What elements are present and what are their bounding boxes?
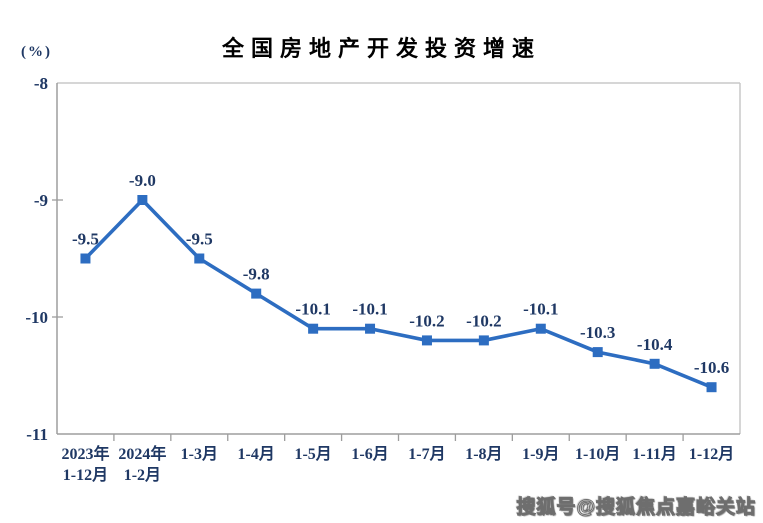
series-line [84, 197, 713, 389]
y-tick-label: -10 [25, 308, 48, 327]
x-tick-label: 1-4月 [238, 445, 275, 463]
data-label: -10.4 [637, 335, 673, 354]
data-label: -10.1 [295, 300, 330, 319]
data-point [649, 358, 660, 369]
data-label: -9.5 [186, 230, 213, 249]
x-tick-label: 1-10月 [575, 445, 620, 463]
data-point [421, 335, 432, 346]
data-label: -10.3 [580, 323, 615, 342]
data-point [137, 195, 148, 205]
x-tick-label: 2023年 [61, 444, 109, 463]
x-tick-label: 1-3月 [181, 445, 218, 463]
data-label: -9.5 [72, 230, 99, 249]
x-tick-label: 1-7月 [408, 445, 445, 463]
data-point [706, 382, 717, 393]
y-tick-label: -11 [26, 425, 48, 444]
data-label: -10.2 [466, 311, 501, 330]
data-point [592, 347, 603, 358]
data-point [308, 323, 319, 334]
y-axis-unit-label: (%) [21, 44, 52, 60]
chart-title: 全国房地产开发投资增速 [221, 36, 541, 61]
data-point [194, 253, 205, 264]
x-tick-label: 1-6月 [351, 445, 388, 463]
watermark-sohu: 搜狐号@搜狐焦点嘉峪关站 [516, 497, 756, 519]
y-tick-label: -9 [34, 191, 48, 210]
data-point [535, 323, 546, 334]
x-tick-label: 1-9月 [522, 445, 559, 463]
x-tick-label: 1-12月 [63, 466, 108, 484]
data-point [251, 288, 262, 299]
x-tick-label: 1-12月 [689, 445, 734, 463]
x-tick-label: 1-5月 [294, 445, 331, 463]
data-label: -9.0 [129, 171, 156, 190]
x-tick-label: 2024年 [118, 444, 166, 463]
data-point [478, 335, 489, 346]
x-tick-label: 1-8月 [465, 445, 502, 463]
data-point [365, 323, 376, 334]
x-tick-label: 1-11月 [632, 445, 676, 463]
data-label: -10.2 [409, 311, 444, 330]
data-label: -10.6 [694, 358, 729, 377]
x-tick-label: 1-2月 [124, 466, 161, 484]
data-label: -10.1 [523, 300, 558, 319]
y-tick-label: -8 [34, 74, 48, 93]
data-label: -9.8 [243, 265, 270, 284]
data-point [80, 253, 91, 264]
data-label: -10.1 [352, 300, 387, 319]
